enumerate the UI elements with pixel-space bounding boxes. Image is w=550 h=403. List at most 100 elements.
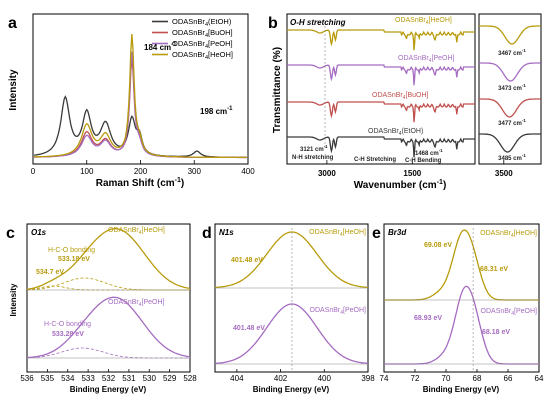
panel-b-series-label-2: ODASnBr4[BuOH]	[372, 92, 429, 101]
panel-a-ylabel: Intensity	[8, 69, 19, 111]
panel-c-label: c	[6, 225, 15, 242]
panel-c-top-peak-text: H-C-O bonding	[48, 247, 95, 254]
panel-e-top-label: ODASnBr4[HeOH]	[480, 230, 537, 239]
panel-e-frame	[383, 223, 540, 373]
e-series-1	[384, 285, 539, 365]
panel-b-series-3	[287, 136, 475, 158]
panel-c-top-label: ODASnBr4[HeOH]	[108, 227, 165, 236]
c-fit-0-1	[26, 285, 190, 291]
panel-b-inset-series-3	[479, 133, 541, 153]
panel-a-series-3	[34, 33, 247, 159]
panel-c-xlabel: Binding Energy (eV)	[70, 385, 147, 394]
panel-c-title: O1s	[31, 228, 47, 237]
panel-c-bottom-peak-val: 533.28 eV	[52, 331, 84, 338]
panel-b-series-2	[287, 101, 475, 123]
panel-b-curves	[287, 29, 475, 158]
panel-a-ann-198: 198 cm-1	[200, 106, 233, 116]
e-ticklabel-3: 68	[473, 374, 482, 383]
c-series-1	[26, 296, 191, 359]
panel-d-labels: ODASnBr4[HeOH] 401.48 eV ODASnBr4[PeOH] 401…	[231, 229, 366, 332]
panel-b-inset-peak-label-0: 3467 cm-1	[498, 48, 526, 57]
d-ticklabel-1: 402	[274, 374, 288, 383]
c-fit-1-0	[26, 347, 190, 359]
panel-b-inset-labels: 3467 cm-1 3473 cm-1 3477 cm-1 3485 cm-1	[498, 48, 526, 162]
d-ticklabel-3: 398	[361, 374, 375, 383]
panel-a-ticklabel-1: 100	[80, 167, 94, 176]
panel-b-ann-nh-val: 3121 cm-1	[300, 144, 328, 153]
panel-a-legend-label-3: ODASnBr4[HeOH]	[172, 50, 233, 61]
panel-e-xticks: 74 72 70 68 66 64	[380, 369, 544, 383]
panel-b-inset-peak-label-2: 3477 cm-1	[498, 118, 526, 127]
c-ticklabel-8: 528	[183, 374, 197, 383]
panel-b-series-labels: ODASnBr4[HeOH] ODASnBr4[PeOH] ODASnBr4[BuO…	[368, 17, 455, 137]
c-ticklabel-7: 529	[163, 374, 177, 383]
panel-a-ticklabel-2: 200	[134, 167, 148, 176]
panel-d-top-peak-val: 401.48 eV	[231, 257, 263, 264]
panel-e-title: Br3d	[388, 228, 407, 237]
panel-a-curves	[33, 33, 247, 159]
panel-d-xlabel: Binding Energy (eV)	[253, 385, 330, 394]
panel-b-series-1	[287, 64, 475, 86]
e-series-0	[384, 229, 539, 301]
panel-b-ann-oh: O-H stretching	[290, 18, 346, 27]
panel-b-ann-bend: C-H Bending	[405, 158, 442, 164]
panel-e: e Br3d 74 72 70 68 66 64 ODASnBr4[HeOH] 69.08 …	[372, 223, 544, 394]
panel-a-xticks: 0 100 200 300 400	[31, 160, 255, 176]
c-ticklabel-4: 532	[102, 374, 116, 383]
panel-b-inset-series-0	[479, 25, 541, 45]
panel-d-frame	[214, 223, 369, 373]
e-ticklabel-1: 72	[411, 374, 420, 383]
panel-c-top-side-val: 534.7 eV	[36, 269, 64, 276]
panel-a-xlabel: Raman Shift (cm-1)	[96, 177, 184, 189]
panel-b-inset-series-1	[479, 62, 541, 82]
panel-d-bottom-peak-val: 401.48 eV	[233, 325, 265, 332]
panel-a-ticklabel-0: 0	[31, 167, 36, 176]
panel-d-top-label: ODASnBr4[HeOH]	[309, 229, 366, 238]
panel-a-legend: ODASnBr4(EtOH)ODASnBr4[BuOH]ODASnBr4[PeO…	[152, 17, 233, 61]
panel-e-labels: ODASnBr4[HeOH] 69.08 eV 68.31 eV ODASnBr4[P…	[414, 230, 537, 336]
panel-a-ticklabel-4: 400	[241, 167, 255, 176]
panel-d-title: N1s	[219, 228, 234, 237]
panel-b-ticklabel-0: 3000	[318, 169, 336, 178]
c-ticklabel-3: 533	[81, 374, 95, 383]
panel-c-curves	[26, 228, 191, 359]
panel-e-curves	[384, 228, 539, 372]
e-ticklabel-0: 74	[380, 374, 389, 383]
panel-e-xlabel: Binding Energy (eV)	[423, 385, 500, 394]
panel-b-series-label-3: ODASnBr4(EtOH)	[368, 128, 423, 137]
panel-b-series-label-0: ODASnBr4[HeOH]	[395, 17, 452, 26]
panel-b-series-0	[287, 29, 475, 51]
panel-a-legend-label-2: ODASnBr4[PeOH]	[172, 39, 233, 50]
panel-e-bottom-peak1: 68.93 eV	[414, 315, 442, 322]
panel-e-bottom-label: ODASnBr4[PeOH]	[481, 308, 538, 317]
panel-c: c Intensity O1s 536 535 534 533 532 531 530 529…	[6, 223, 197, 394]
panel-b-ann-bend-val: 1468 cm-1	[415, 148, 443, 157]
panel-b-ylabel: Transmittance (%)	[272, 47, 283, 133]
panel-e-top-peak2: 68.31 eV	[480, 266, 508, 273]
panel-d-label: d	[202, 225, 212, 242]
panel-c-xticks: 536 535 534 533 532 531 530 529 528	[20, 369, 197, 383]
panel-b-xlabel: Wavenumber (cm-1)	[354, 179, 447, 191]
panel-b-ticklabel-1: 1500	[403, 169, 421, 178]
panel-c-ylabel: Intensity	[9, 283, 18, 316]
panel-c-bottom-peak-text: H-C-O bonding	[44, 321, 91, 328]
e-ticklabel-2: 70	[442, 374, 451, 383]
panel-b-main-frame	[286, 13, 476, 165]
panel-a-ann-184: 184 cm-1	[144, 42, 177, 52]
c-series-0	[26, 228, 191, 290]
panel-b-inset-peak-label-3: 3485 cm-1	[498, 153, 526, 162]
panel-a-legend-label-1: ODASnBr4[BuOH]	[172, 28, 233, 39]
c-ticklabel-1: 535	[41, 374, 55, 383]
panel-e-label: e	[372, 225, 381, 242]
panel-c-bottom-label: ODASnBr4[PeOH]	[108, 299, 165, 308]
c-ticklabel-5: 531	[122, 374, 136, 383]
panel-c-top-peak-val: 533.18 eV	[58, 256, 90, 263]
panel-b-inset-peak-label-1: 3473 cm-1	[498, 83, 526, 92]
panel-b-xticks: 3000 1500 3500	[318, 160, 513, 178]
panel-b: b Transmittance (%) 3000 1500 3500 O-H str…	[268, 13, 542, 191]
panel-d-xticks: 404 402 400 398	[230, 369, 375, 383]
d-series-0	[214, 231, 368, 289]
d-ticklabel-0: 404	[230, 374, 244, 383]
panel-a-legend-label-0: ODASnBr4(EtOH)	[172, 17, 232, 28]
panel-a-series-2	[34, 51, 247, 159]
